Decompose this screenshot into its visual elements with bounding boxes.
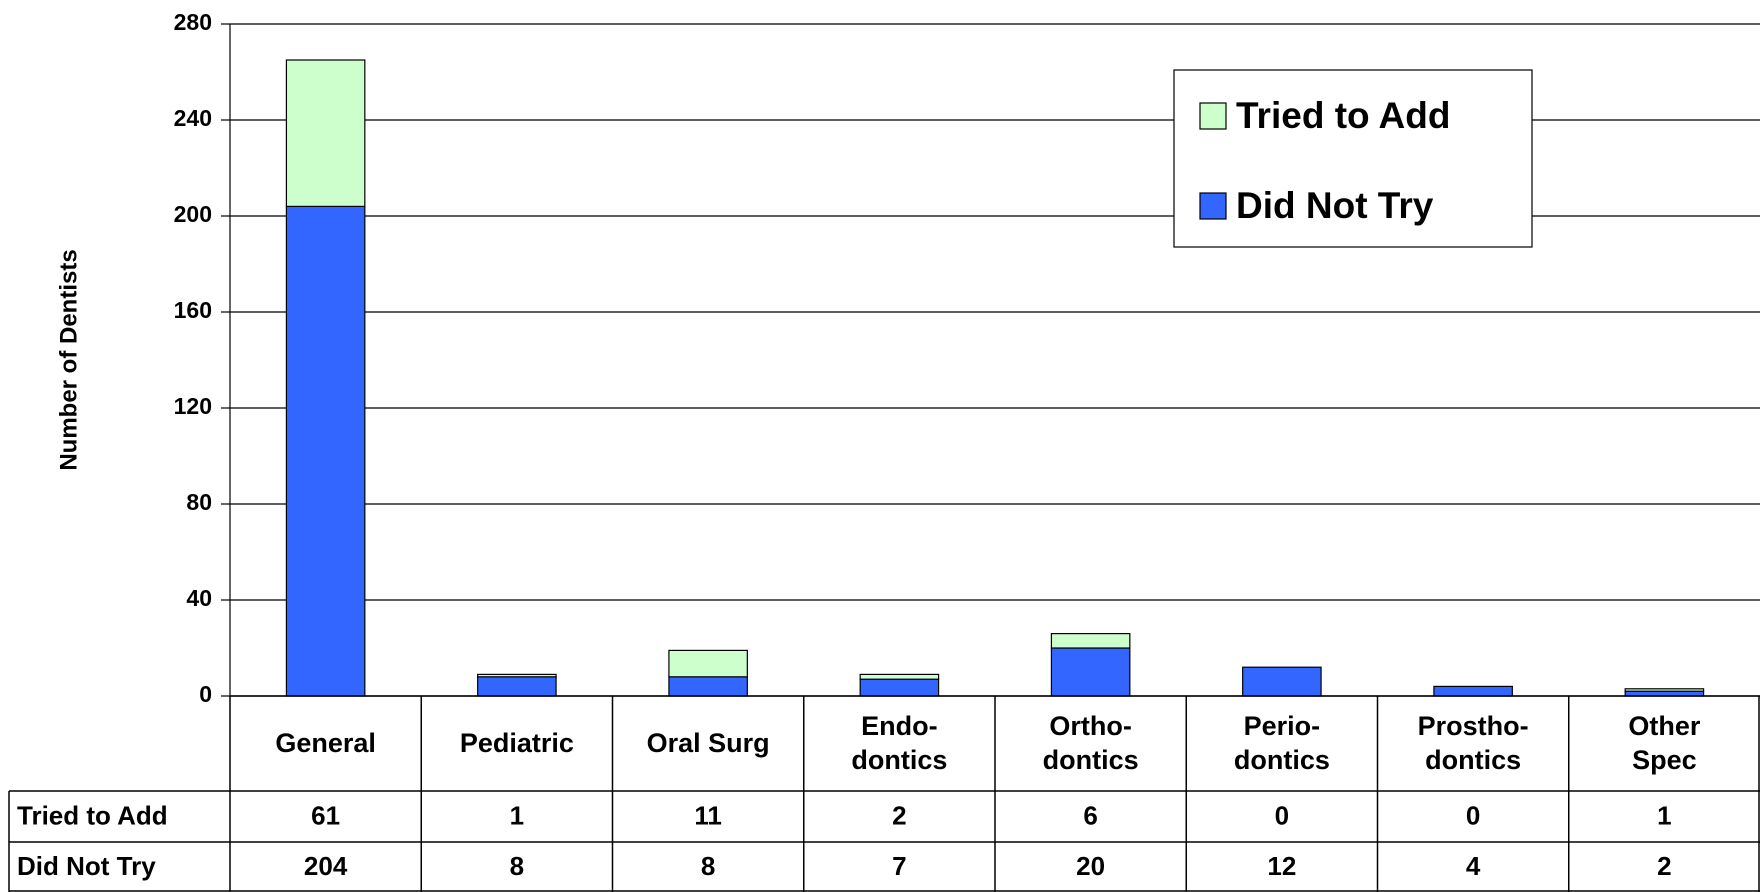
y-tick-label: 0 bbox=[199, 681, 212, 707]
bar-segment bbox=[285, 205, 366, 697]
bar-segment bbox=[477, 676, 557, 697]
category-label: Other Spec bbox=[1628, 710, 1701, 775]
category-label-box: Oral Surg bbox=[646, 727, 770, 758]
category-label: Perio- dontics bbox=[1233, 710, 1330, 775]
category-label-box: Prostho- dontics bbox=[1417, 710, 1529, 775]
category-label: Pediatric bbox=[459, 727, 574, 758]
category-label-box: Other Spec bbox=[1628, 710, 1701, 775]
bar-segment bbox=[1433, 685, 1513, 697]
legend-label: Did Not Try bbox=[1236, 185, 1434, 226]
y-tick-label: 120 bbox=[174, 393, 212, 419]
bar-segment bbox=[1050, 647, 1131, 697]
table-row-header: Did Not Try bbox=[17, 851, 156, 881]
table-value: 12 bbox=[1267, 851, 1296, 881]
legend-label: Tried to Add bbox=[1236, 95, 1450, 136]
y-tick-label: 160 bbox=[174, 297, 212, 323]
y-axis-label: Number of Dentists bbox=[55, 249, 82, 470]
bar-segment bbox=[1624, 688, 1705, 692]
table-value: 1 bbox=[1657, 800, 1671, 830]
y-tick-label: 40 bbox=[186, 585, 212, 611]
table-value: 61 bbox=[311, 800, 340, 830]
bar-segment bbox=[668, 676, 748, 697]
bar-segment bbox=[285, 59, 366, 207]
table-value: 8 bbox=[701, 851, 715, 881]
legend-box bbox=[1173, 69, 1533, 248]
legend-swatch bbox=[1199, 102, 1227, 130]
bar-segment bbox=[1050, 632, 1131, 649]
y-tick-label: 280 bbox=[174, 9, 212, 35]
table-value: 7 bbox=[892, 851, 906, 881]
table-value: 8 bbox=[510, 851, 524, 881]
table-value: 2 bbox=[892, 800, 906, 830]
table-value: 204 bbox=[304, 851, 348, 881]
table-value: 0 bbox=[1275, 800, 1289, 830]
category-label: Ortho- dontics bbox=[1042, 710, 1139, 775]
bar-segment bbox=[1242, 666, 1322, 697]
category-label: Prostho- dontics bbox=[1417, 710, 1529, 775]
bar-segment bbox=[859, 678, 940, 697]
category-label-box: General bbox=[275, 727, 376, 758]
category-label: Endo- dontics bbox=[851, 710, 948, 775]
table-value: 11 bbox=[694, 800, 722, 830]
table-value: 4 bbox=[1466, 851, 1481, 881]
table-value: 20 bbox=[1076, 851, 1105, 881]
table-value: 0 bbox=[1466, 800, 1480, 830]
category-label-box: Perio- dontics bbox=[1233, 710, 1330, 775]
category-label: Oral Surg bbox=[646, 727, 770, 758]
legend-swatch bbox=[1199, 192, 1227, 220]
category-label-box: Ortho- dontics bbox=[1042, 710, 1139, 775]
table-value: 2 bbox=[1657, 851, 1671, 881]
y-tick-label: 200 bbox=[174, 201, 212, 227]
table-row-header: Tried to Add bbox=[17, 800, 168, 830]
bar-segment bbox=[477, 673, 557, 678]
category-label-box: Endo- dontics bbox=[851, 710, 948, 775]
table-value: 1 bbox=[510, 800, 524, 830]
bar-segment bbox=[668, 649, 748, 678]
bar-segment bbox=[859, 673, 940, 680]
y-tick-label: 80 bbox=[186, 489, 212, 515]
table-value: 6 bbox=[1083, 800, 1097, 830]
y-tick-label: 240 bbox=[174, 105, 212, 131]
category-label-box: Pediatric bbox=[459, 727, 574, 758]
category-label: General bbox=[275, 727, 376, 758]
